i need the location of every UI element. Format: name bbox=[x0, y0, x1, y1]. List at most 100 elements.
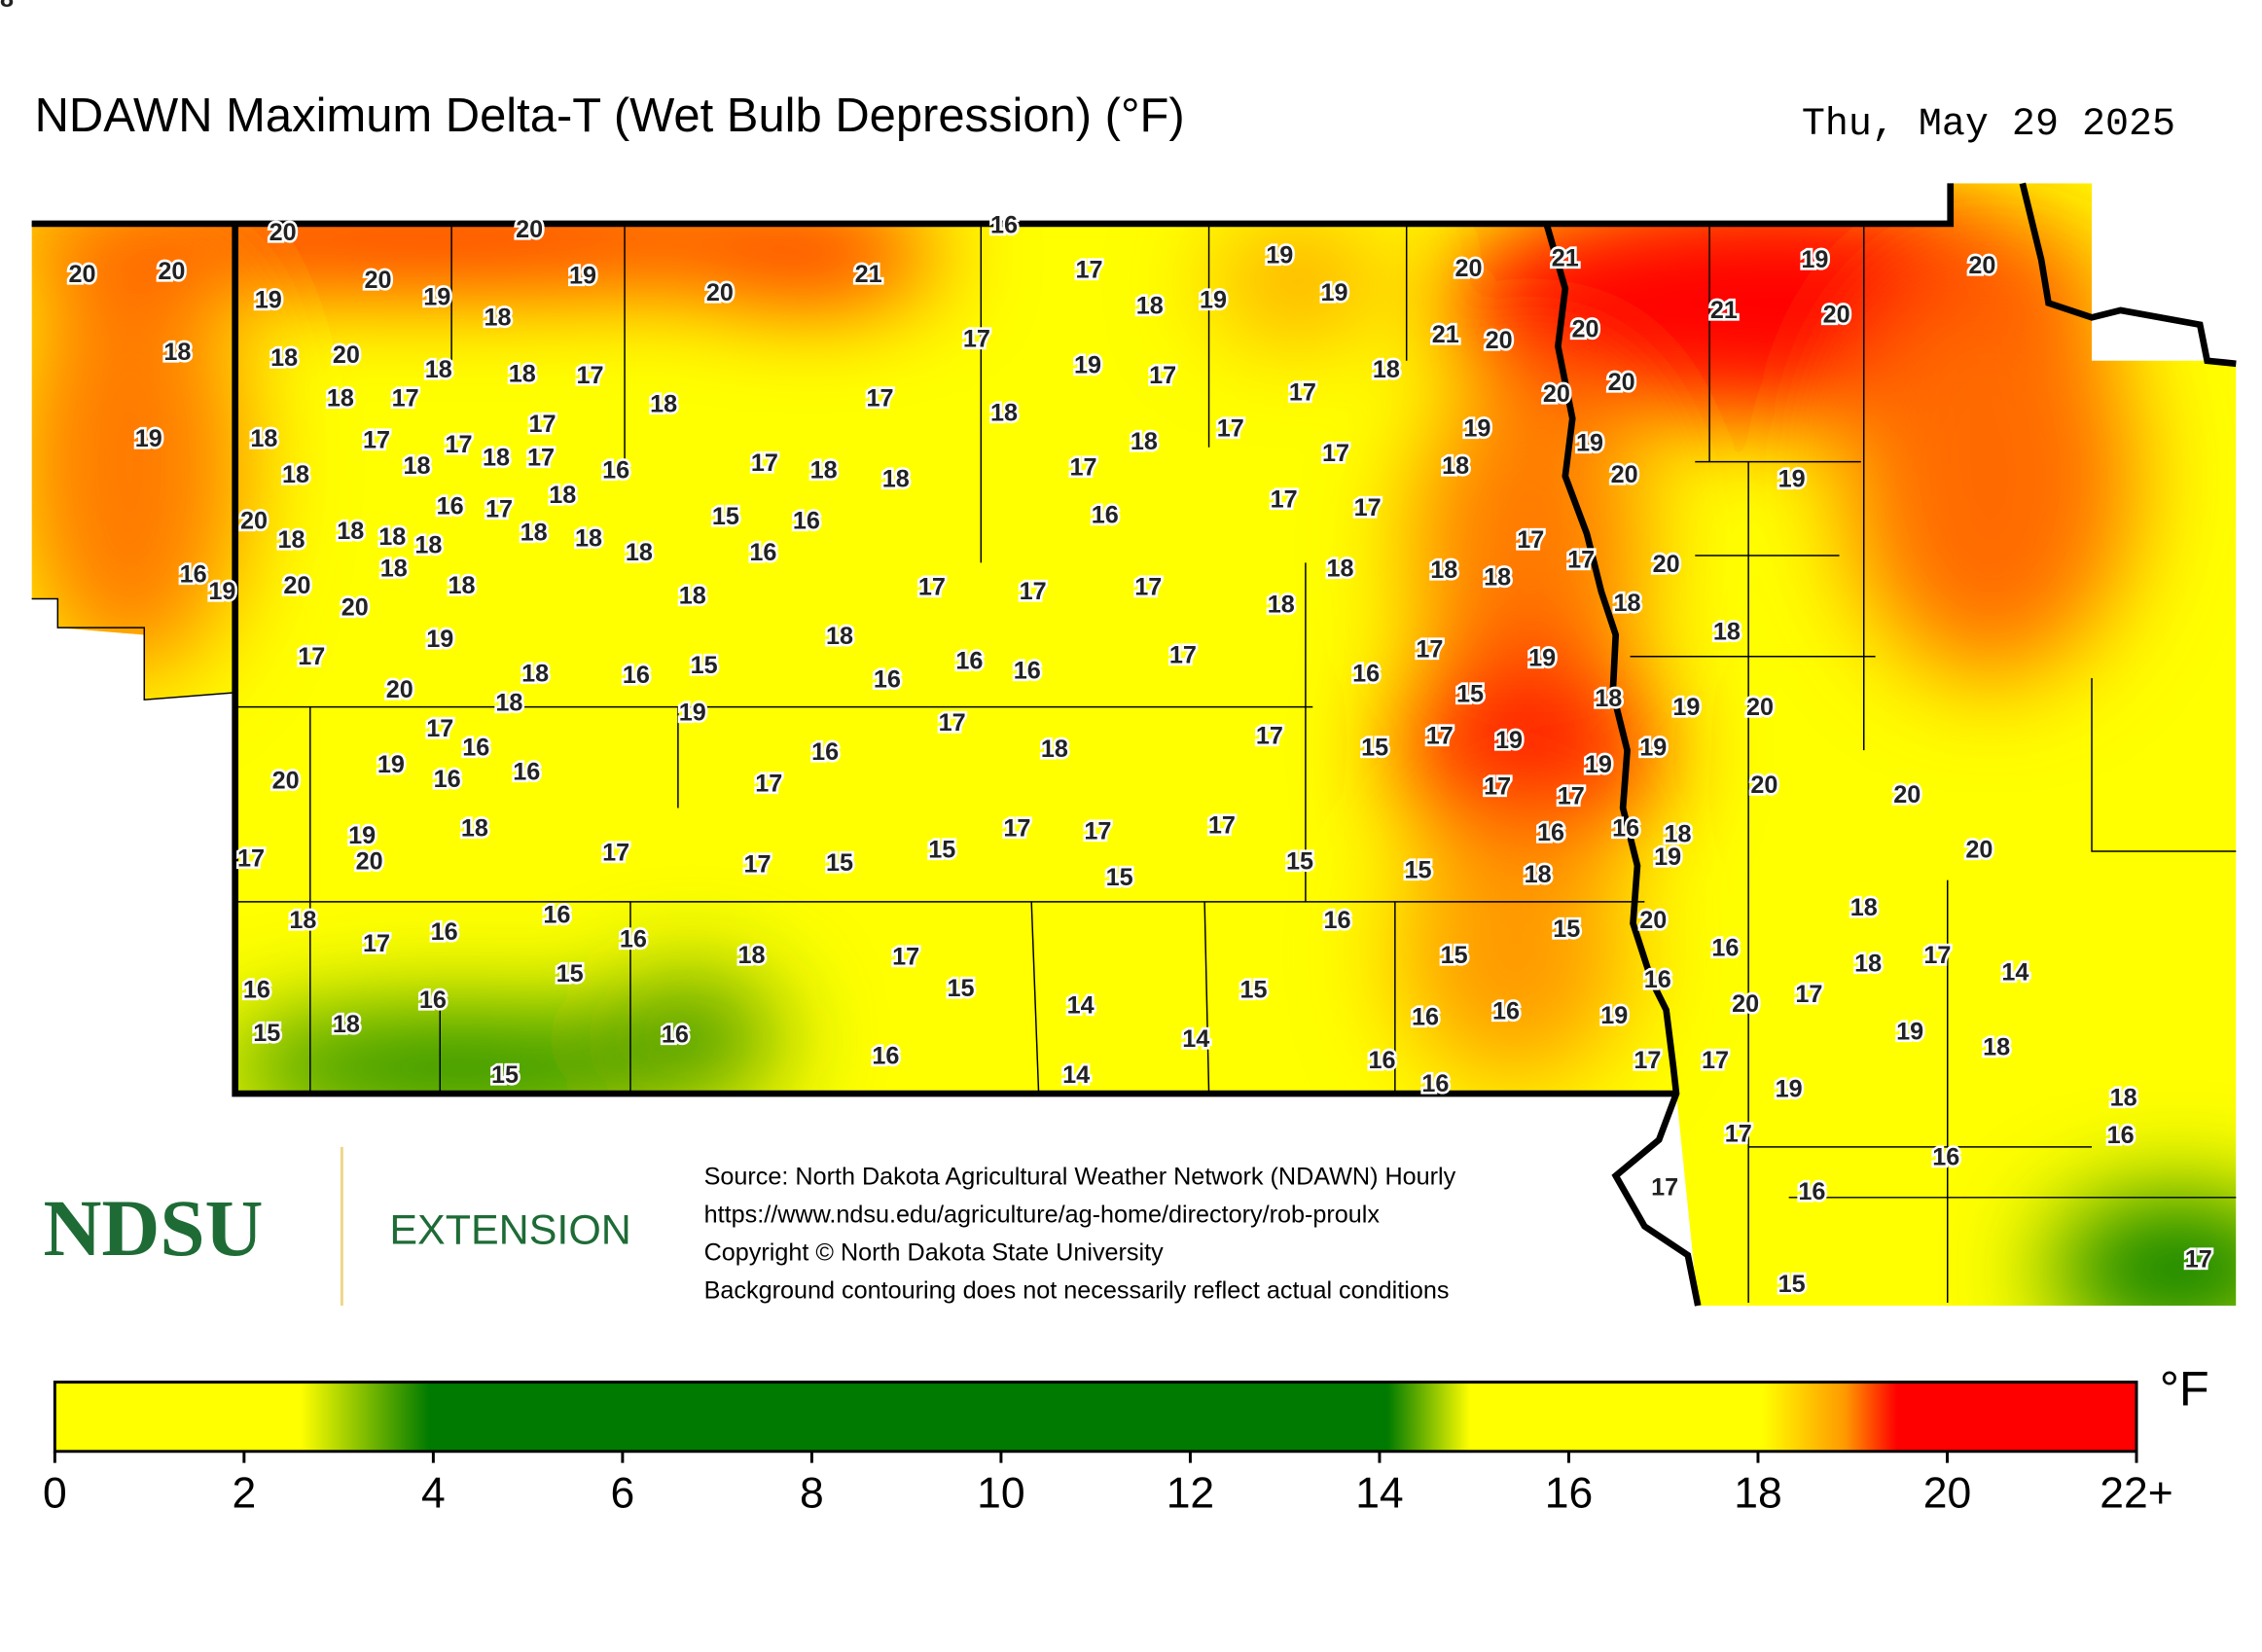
station-value: 17 bbox=[1070, 454, 1097, 482]
station-value: 16 bbox=[602, 457, 629, 485]
station-value: 18 bbox=[327, 384, 354, 412]
station-value: 16 bbox=[623, 662, 650, 689]
station-value: 19 bbox=[1074, 351, 1101, 378]
station-value: 18 bbox=[282, 461, 309, 488]
station-value: 18 bbox=[278, 526, 305, 554]
station-value: 18 bbox=[1854, 951, 1882, 978]
station-value: 20 bbox=[341, 593, 369, 621]
station-value: 19 bbox=[1585, 751, 1612, 778]
station-value: 18 bbox=[448, 572, 475, 599]
station-value: 18 bbox=[549, 482, 576, 509]
station-value: 17 bbox=[426, 715, 453, 742]
station-value: 18 bbox=[425, 356, 452, 383]
station-value: 18 bbox=[163, 339, 191, 366]
colorbar-tick-label: 14 bbox=[1355, 1470, 1403, 1518]
station-value: 17 bbox=[1020, 578, 1047, 605]
station-value: 18 bbox=[1713, 619, 1741, 646]
station-value: 18 bbox=[1595, 685, 1622, 712]
station-value: 18 bbox=[1131, 428, 1158, 455]
station-value: 17 bbox=[576, 362, 603, 389]
station-value: 17 bbox=[751, 449, 778, 477]
station-value: 18 bbox=[483, 444, 510, 471]
station-value: 16 bbox=[462, 734, 489, 761]
station-value: 15 bbox=[1286, 847, 1313, 875]
station-value: 17 bbox=[1271, 485, 1298, 513]
station-value: 18 bbox=[414, 532, 442, 559]
station-value: 16 bbox=[955, 647, 983, 674]
station-value: 16 bbox=[990, 212, 1018, 239]
station-value: 18 bbox=[1373, 356, 1400, 383]
station-value: 15 bbox=[1106, 864, 1133, 891]
station-value: 17 bbox=[1426, 722, 1454, 749]
logo-unit: EXTENSION bbox=[389, 1206, 631, 1253]
source-line: Source: North Dakota Agricultural Weathe… bbox=[704, 1163, 1456, 1190]
station-value: 19 bbox=[1200, 287, 1227, 314]
station-value: 17 bbox=[963, 326, 990, 353]
station-value: 20 bbox=[269, 219, 297, 246]
station-value: 18 bbox=[250, 425, 277, 452]
station-value: 18 bbox=[378, 523, 406, 551]
station-value: 11 bbox=[0, 0, 13, 13]
station-value: 20 bbox=[1823, 301, 1850, 328]
station-value: 16 bbox=[180, 560, 207, 588]
station-value: 19 bbox=[1896, 1018, 1923, 1045]
station-value: 20 bbox=[1611, 461, 1638, 488]
source-line: Background contouring does not necessari… bbox=[704, 1276, 1450, 1304]
station-value: 15 bbox=[712, 503, 739, 530]
colorbar-ticks: 0 2 4 6 8 10 12 14 16 18 20 22+ bbox=[43, 1451, 2173, 1518]
station-value: 18 bbox=[1442, 452, 1469, 480]
station-value: 15 bbox=[1405, 856, 1432, 883]
station-value: 16 bbox=[1612, 814, 1639, 842]
station-value: 16 bbox=[1492, 998, 1520, 1025]
station-value: 20 bbox=[1965, 837, 1993, 864]
station-value: 16 bbox=[1932, 1143, 1959, 1170]
station-value: 16 bbox=[1324, 907, 1351, 934]
colorbar-tick-label: 10 bbox=[977, 1470, 1024, 1518]
colorbar-tick-label: 4 bbox=[421, 1470, 446, 1518]
station-value: 20 bbox=[1572, 315, 1599, 342]
source-line: Copyright © North Dakota State Universit… bbox=[704, 1239, 1165, 1266]
station-value: 15 bbox=[1553, 916, 1580, 943]
station-value: 15 bbox=[253, 1020, 280, 1047]
station-value: 20 bbox=[240, 508, 268, 535]
station-value: 16 bbox=[543, 901, 570, 928]
station-value: 18 bbox=[404, 452, 431, 480]
station-value: 20 bbox=[69, 261, 96, 288]
station-value: 15 bbox=[1441, 942, 1468, 969]
station-value: 18 bbox=[810, 457, 838, 485]
station-value: 18 bbox=[882, 466, 910, 493]
station-value: 18 bbox=[2110, 1085, 2137, 1112]
station-value: 20 bbox=[1732, 990, 1759, 1018]
station-value: 17 bbox=[363, 426, 390, 453]
station-value: 18 bbox=[461, 814, 488, 842]
station-value: 18 bbox=[990, 399, 1018, 426]
station-value: 16 bbox=[1014, 658, 1041, 685]
station-value: 18 bbox=[1983, 1034, 2010, 1061]
station-value: 14 bbox=[2001, 959, 2029, 987]
station-value: 19 bbox=[1672, 694, 1700, 721]
station-value: 16 bbox=[1352, 661, 1380, 688]
station-value: 16 bbox=[243, 976, 270, 1003]
station-value: 17 bbox=[1084, 817, 1111, 844]
colorbar-tick-label: 0 bbox=[43, 1470, 67, 1518]
station-value: 19 bbox=[1321, 279, 1348, 306]
station-value: 19 bbox=[423, 284, 450, 311]
date: Thu, May 29 2025 bbox=[1802, 103, 2175, 147]
station-value: 16 bbox=[793, 508, 820, 535]
station-value: 19 bbox=[1528, 644, 1556, 671]
station-value: 17 bbox=[527, 444, 555, 471]
station-value: 20 bbox=[1968, 252, 1995, 279]
station-value: 17 bbox=[743, 850, 771, 878]
station-value: 17 bbox=[2185, 1246, 2212, 1274]
station-value: 16 bbox=[1644, 966, 1671, 993]
source-line: https://www.ndsu.edu/agriculture/ag-home… bbox=[704, 1201, 1381, 1228]
station-value: 16 bbox=[437, 493, 464, 521]
station-value: 21 bbox=[1552, 245, 1579, 272]
station-value: 17 bbox=[485, 496, 513, 523]
colorbar-tick-label: 12 bbox=[1167, 1470, 1214, 1518]
station-value: 15 bbox=[826, 849, 853, 877]
station-value: 20 bbox=[1653, 551, 1680, 578]
title: NDAWN Maximum Delta-T (Wet Bulb Depressi… bbox=[35, 90, 1185, 142]
